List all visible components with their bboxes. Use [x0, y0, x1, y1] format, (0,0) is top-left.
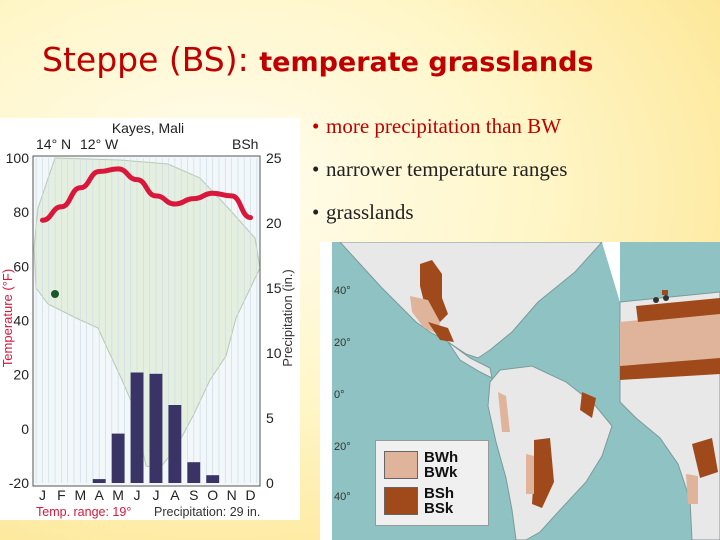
- map-marker: [663, 295, 669, 301]
- precip-tick-labels: 25 20 15 10 5 0: [266, 150, 282, 491]
- precip-total-note: Precipitation: 29 in.: [154, 505, 260, 519]
- precip-axis-label: Precipitation (in.): [280, 269, 295, 367]
- steppe-region-argentina: [532, 438, 554, 508]
- steppe-region-spain: [662, 290, 668, 295]
- precip-tick-label: 5: [266, 410, 274, 426]
- temp-axis-label: Temperature (°F): [0, 269, 15, 367]
- desert-region-sahara: [620, 312, 720, 370]
- station-location-dot: [51, 290, 59, 298]
- legend-label: BSh: [424, 485, 454, 502]
- steppe-region-south-africa: [692, 438, 718, 478]
- bullet-text: narrower temperature ranges: [326, 157, 568, 181]
- precip-bar: [149, 373, 163, 483]
- plot-frame: [32, 155, 261, 487]
- month-tick-label: J: [134, 487, 141, 503]
- title-main: Steppe (BS):: [42, 40, 249, 79]
- month-tick-label: O: [207, 487, 218, 503]
- month-tick-label: A: [170, 487, 180, 503]
- desert-region-peru: [498, 392, 510, 432]
- temp-range-note: Temp. range: 19°: [36, 505, 131, 519]
- temp-tick-label: 0: [21, 421, 29, 437]
- slide-title: Steppe (BS): temperate grasslands: [42, 40, 712, 79]
- bullet-item: • grasslands: [312, 200, 414, 224]
- temp-tick-label: 40: [13, 313, 29, 329]
- lat-label: 20°: [334, 337, 351, 349]
- temp-tick-labels: 100 80 60 40 20 0 -20: [6, 150, 30, 491]
- precip-tick-label: 20: [266, 215, 282, 231]
- desert-region-namib: [686, 474, 698, 504]
- central-america: [447, 341, 493, 379]
- steppe-region-mexico: [428, 322, 454, 342]
- month-tick-label: A: [95, 487, 105, 503]
- station-longitude: 12° W: [80, 136, 119, 152]
- temp-tick-label: 60: [13, 258, 29, 274]
- lat-label: 20°: [334, 441, 351, 453]
- station-latitude: 14° N: [36, 136, 71, 152]
- map-margin: [320, 242, 332, 540]
- precip-bar: [187, 462, 201, 483]
- legend-swatch-steppe: [384, 487, 418, 515]
- precip-bar: [92, 479, 106, 483]
- precip-bar: [206, 475, 220, 483]
- legend-swatch-desert: [384, 451, 418, 479]
- temp-tick-label: -20: [9, 475, 29, 491]
- map-marker: [653, 297, 659, 303]
- desert-region-argentina: [526, 454, 534, 494]
- steppe-region-brazil: [580, 392, 596, 418]
- temp-tick-label: 20: [13, 367, 29, 383]
- climate-code: BSh: [232, 136, 258, 152]
- month-tick-label: M: [74, 487, 86, 503]
- temp-tick-label: 80: [13, 204, 29, 220]
- month-tick-label: S: [189, 487, 198, 503]
- bullet-item: • narrower temperature ranges: [312, 157, 568, 181]
- precip-bar: [130, 372, 144, 483]
- precip-bars: [92, 372, 220, 483]
- africa-landmass: [33, 157, 261, 469]
- legend-label: BWh: [424, 449, 459, 466]
- bullet-text: more precipitation than BW: [326, 114, 562, 138]
- steppe-region-north-africa: [636, 298, 720, 322]
- precip-tick-label: 15: [266, 280, 282, 296]
- temperature-line: [39, 166, 254, 223]
- steppe-region-sahel: [620, 358, 720, 380]
- precip-tick-label: 10: [266, 345, 282, 361]
- bullet-item: • more precipitation than BW: [312, 114, 562, 138]
- month-tick-label: J: [39, 487, 46, 503]
- title-sub: temperate grasslands: [259, 47, 594, 78]
- precip-tick-label: 0: [266, 475, 274, 491]
- month-tick-label: M: [112, 487, 124, 503]
- bullet-list: • more precipitation than BW • narrower te…: [312, 112, 567, 241]
- map-legend: BWh BWk BSh BSk: [375, 440, 489, 526]
- station-name: Kayes, Mali: [112, 120, 184, 136]
- precip-bar: [168, 405, 182, 483]
- month-gridlines: [35, 158, 258, 483]
- precip-bar: [111, 433, 125, 483]
- bullet-text: grasslands: [326, 200, 414, 224]
- month-tick-label: D: [245, 487, 255, 503]
- legend-label: BWk: [424, 464, 458, 481]
- month-tick-label: F: [57, 487, 66, 503]
- temp-tick-label: 100: [6, 150, 30, 166]
- legend-label: BSk: [424, 500, 454, 517]
- map-gap: [602, 242, 620, 302]
- month-tick-label: J: [152, 487, 159, 503]
- lat-label: 40°: [334, 285, 351, 297]
- precip-tick-label: 25: [266, 150, 282, 166]
- north-america-landmass: [339, 242, 603, 359]
- month-tick-label: N: [227, 487, 237, 503]
- lat-label: 0°: [334, 389, 345, 401]
- lat-label: 40°: [334, 491, 351, 503]
